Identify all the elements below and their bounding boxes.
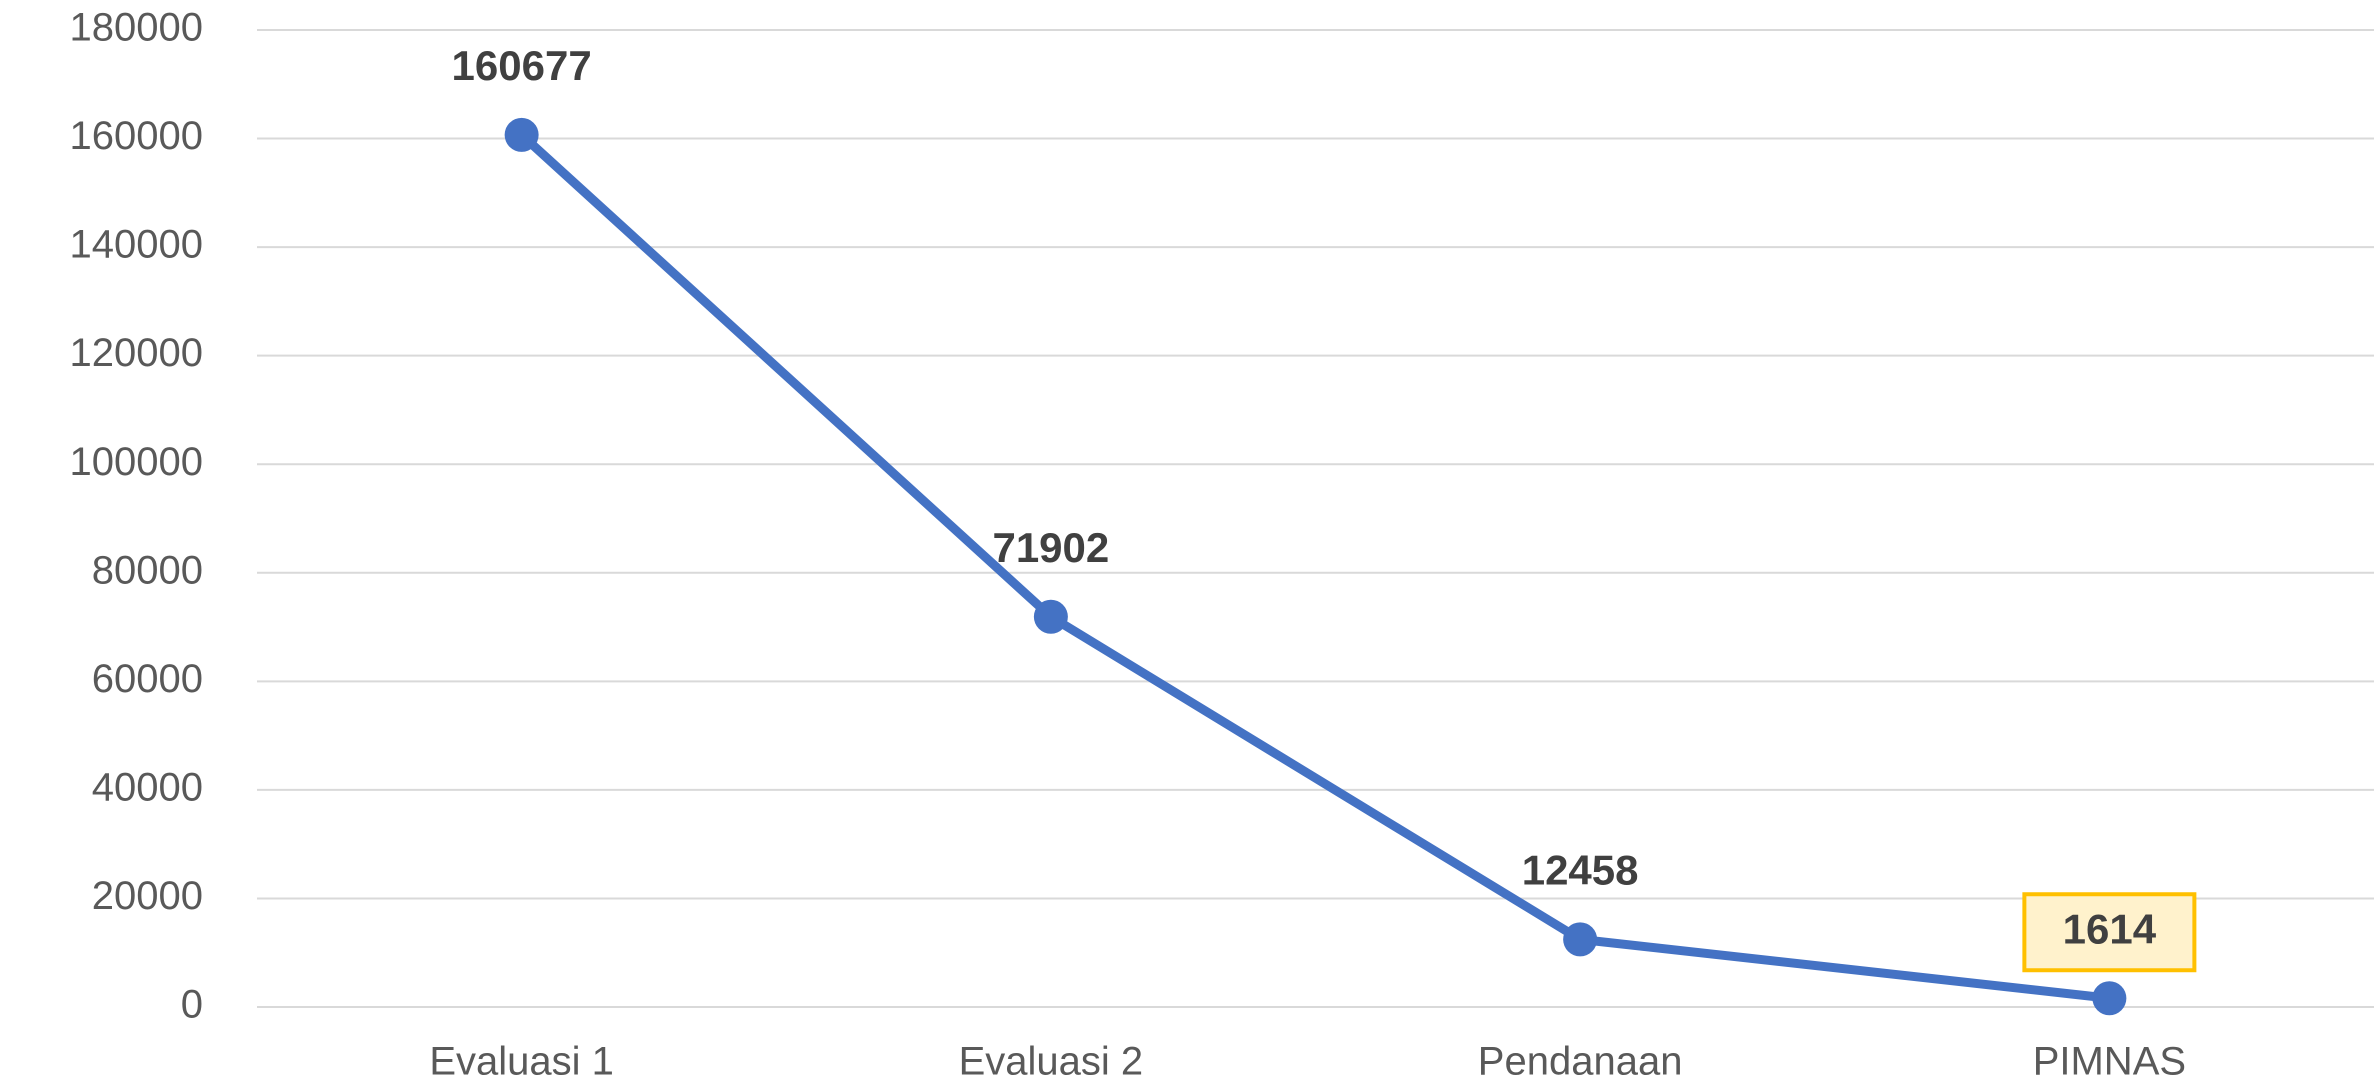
marker	[2092, 981, 2127, 1016]
x-tick-label: Pendanaan	[1478, 1040, 1683, 1084]
y-tick-label: 160000	[70, 114, 203, 158]
data-label: 12458	[1522, 846, 1639, 893]
data-label: 160677	[452, 42, 592, 89]
x-tick-label: PIMNAS	[2033, 1040, 2186, 1084]
y-tick-label: 100000	[70, 440, 203, 484]
marker	[1563, 922, 1598, 957]
y-tick-label: 120000	[70, 331, 203, 375]
line	[518, 131, 2110, 1003]
marker	[1033, 599, 1068, 634]
y-tick-label: 0	[181, 983, 203, 1027]
data-label: 1614	[2063, 905, 2157, 952]
label-highlight	[2022, 892, 2197, 973]
marker	[504, 117, 539, 152]
data-label: 71902	[992, 524, 1109, 571]
y-tick-label: 60000	[92, 657, 203, 701]
x-tick-label: Evaluasi 1	[429, 1040, 614, 1084]
x-tick-label: Evaluasi 2	[959, 1040, 1144, 1084]
y-tick-label: 20000	[92, 874, 203, 918]
y-tick-label: 140000	[70, 223, 203, 267]
y-tick-label: 80000	[92, 548, 203, 592]
y-tick-label: 180000	[70, 6, 203, 50]
y-tick-label: 40000	[92, 765, 203, 809]
